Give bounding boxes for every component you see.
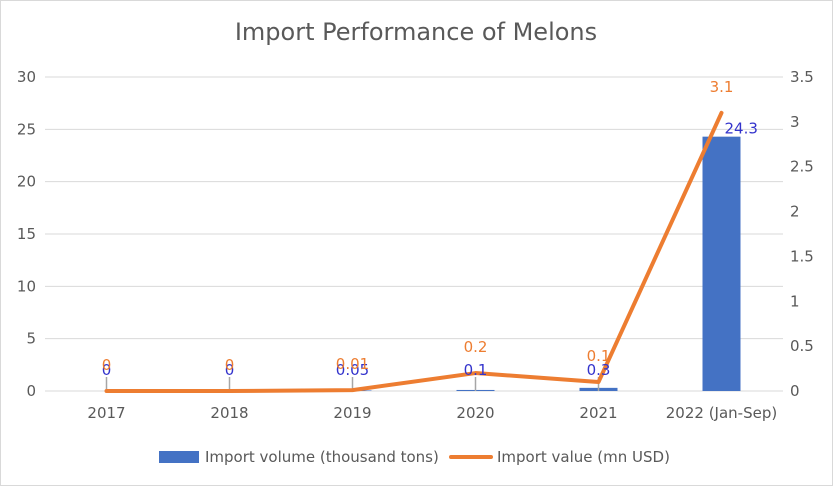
y-left-tick-label: 15	[17, 225, 36, 243]
y-right-tick-label: 3.5	[790, 68, 814, 86]
line-series	[104, 110, 724, 393]
bar	[702, 136, 741, 391]
y-right-tick-label: 3	[790, 113, 800, 131]
line-data-label: 0	[102, 356, 112, 374]
data-labels: 0 0 0.05 0.1 0.324.30 0 0.010.2 0.13.1	[102, 78, 758, 379]
y-right-tick-label: 0.5	[790, 337, 814, 355]
y-right-tick-label: 2.5	[790, 158, 814, 176]
bar-data-label: 0.05	[336, 361, 369, 379]
y-right-tick-label: 1	[790, 292, 800, 310]
legend-line-label: Import value (mn USD)	[497, 448, 670, 466]
line-data-label: 0	[225, 356, 235, 374]
gridlines	[45, 76, 783, 392]
line-data-label: 3.1	[710, 78, 734, 96]
y-right-tick-label: 0	[790, 382, 800, 400]
x-tick-label: 2017	[87, 404, 125, 422]
bar-series	[333, 136, 741, 391]
chart-title: Import Performance of Melons	[235, 18, 597, 46]
y-left-tick-label: 0	[26, 382, 36, 400]
axis-ticks: 0 5 10 15 20 25 30 0 0.5 1 1.5 2 2.5 3 3.5 2017 2018 2019…	[17, 68, 814, 422]
legend-bar-swatch	[159, 451, 199, 463]
x-tick-label: 2018	[210, 404, 248, 422]
x-tick-label: 2019	[333, 404, 371, 422]
y-left-tick-label: 20	[17, 173, 36, 191]
bar-data-label: 0.1	[464, 361, 488, 379]
x-tick-label: 2020	[456, 404, 494, 422]
line-series-path	[104, 110, 724, 393]
y-right-tick-label: 1.5	[790, 247, 814, 265]
x-tick-label: 2022 (Jan-Sep)	[666, 404, 777, 422]
y-left-tick-label: 25	[17, 120, 36, 138]
legend: Import volume (thousand tons) Import valu…	[159, 448, 670, 466]
y-left-tick-label: 10	[17, 277, 36, 295]
line-data-label: 0.2	[464, 338, 488, 356]
line-data-label: 0.01	[336, 355, 369, 373]
y-left-tick-label: 30	[17, 68, 36, 86]
bar-data-label: 0.3	[587, 361, 611, 379]
bar-data-label: 24.3	[725, 120, 758, 138]
bar-data-label: 0	[102, 361, 112, 379]
bar-data-label: 0	[225, 361, 235, 379]
y-left-tick-label: 5	[26, 330, 36, 348]
line-data-label: 0.1	[587, 347, 611, 365]
y-right-tick-label: 2	[790, 203, 800, 221]
legend-bar-label: Import volume (thousand tons)	[205, 448, 439, 466]
x-tick-label: 2021	[579, 404, 617, 422]
